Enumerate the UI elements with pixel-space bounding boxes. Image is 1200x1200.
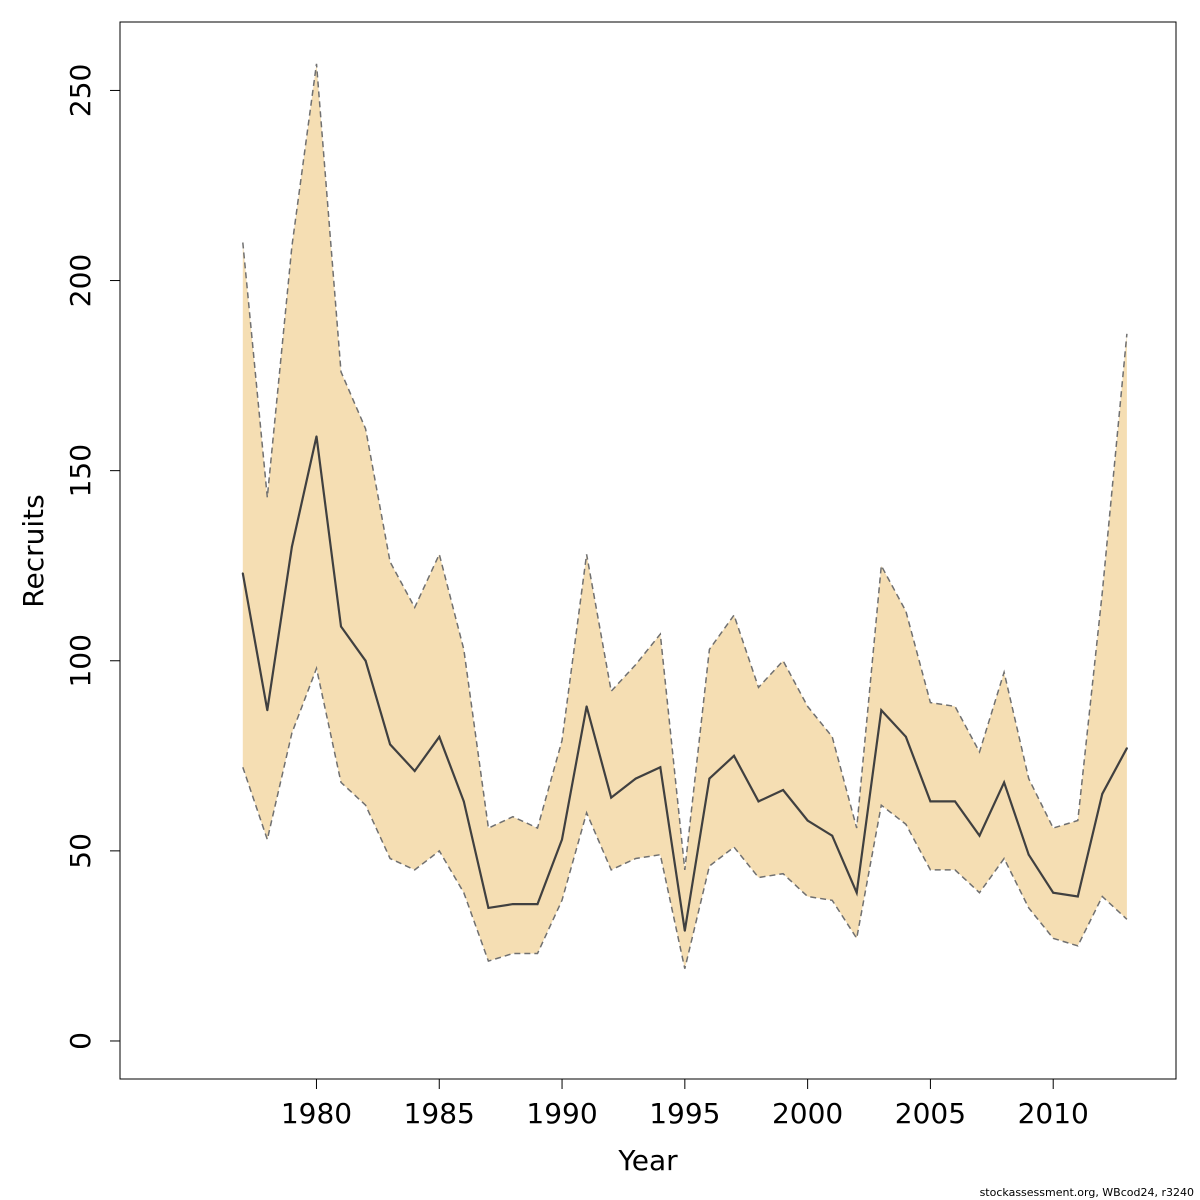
estimate-point: [1076, 895, 1079, 898]
estimate-point: [413, 770, 416, 773]
x-tick-label: 1980: [281, 1097, 352, 1130]
estimate-point: [290, 545, 293, 548]
x-tick-label: 2000: [772, 1097, 843, 1130]
estimate-point: [389, 743, 392, 746]
estimate-point: [438, 735, 441, 738]
y-tick-label: 0: [64, 1032, 97, 1050]
estimate-point: [659, 766, 662, 769]
estimate-point: [732, 754, 735, 757]
estimate-points: [241, 435, 1128, 932]
estimate-point: [487, 906, 490, 909]
estimate-point: [855, 891, 858, 894]
y-axis-title: Recruits: [17, 494, 50, 607]
x-tick-label: 1985: [404, 1097, 475, 1130]
estimate-point: [1125, 747, 1128, 750]
estimate-point: [904, 735, 907, 738]
estimate-point: [806, 819, 809, 822]
x-axis-title: Year: [617, 1144, 678, 1177]
estimate-point: [462, 800, 465, 803]
estimate-point: [978, 834, 981, 837]
estimate-point: [1101, 792, 1104, 795]
y-tick-label: 50: [64, 833, 97, 869]
footer-credit: stockassessment.org, WBcod24, r3240: [980, 1186, 1194, 1199]
lower-bound-line: [242, 665, 1128, 969]
x-tick-label: 2005: [895, 1097, 966, 1130]
x-tick-label: 2010: [1018, 1097, 1089, 1130]
y-tick-label: 100: [64, 634, 97, 687]
estimate-point: [1052, 891, 1055, 894]
y-axis: 0 50 100 150 200 250: [64, 64, 120, 1050]
estimate-point: [340, 625, 343, 628]
confidence-band: [242, 63, 1127, 969]
estimate-point: [585, 705, 588, 708]
estimate-point: [953, 800, 956, 803]
estimate-point: [511, 903, 514, 906]
estimate-point: [610, 796, 613, 799]
estimate-point: [929, 800, 932, 803]
estimate-point: [364, 659, 367, 662]
x-axis: 1980 1985 1990 1995 2000 2005 2010: [281, 1079, 1089, 1130]
y-tick-label: 250: [64, 64, 97, 117]
estimate-point: [831, 834, 834, 837]
estimate-point: [683, 929, 686, 932]
estimate-point: [1027, 853, 1030, 856]
plot-box: [119, 21, 1177, 1080]
x-tick-label: 1995: [649, 1097, 720, 1130]
upper-bound-line: [242, 63, 1128, 870]
estimate-point: [266, 709, 269, 712]
x-tick-label: 1990: [526, 1097, 597, 1130]
estimate-point: [561, 838, 564, 841]
estimate-point: [880, 709, 883, 712]
estimate-point: [757, 800, 760, 803]
estimate-point: [241, 572, 244, 575]
estimate-point: [315, 435, 318, 438]
estimate-point: [634, 777, 637, 780]
estimate-point: [1003, 781, 1006, 784]
y-tick-label: 200: [64, 254, 97, 307]
estimate-point: [782, 789, 785, 792]
y-tick-label: 150: [64, 444, 97, 497]
estimate-point: [536, 903, 539, 906]
estimate-point: [708, 777, 711, 780]
